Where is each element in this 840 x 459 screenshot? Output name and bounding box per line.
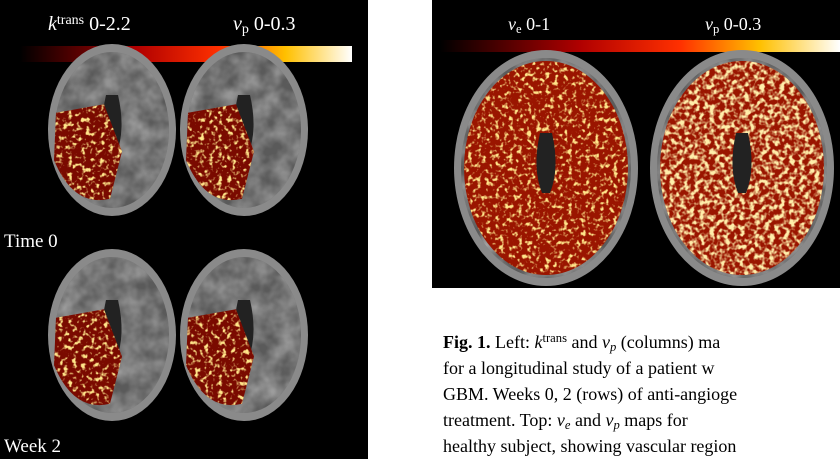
- ventricle: [732, 133, 751, 193]
- text-segment: and: [567, 332, 602, 352]
- text-segment: and: [570, 410, 605, 430]
- text-segment: p: [609, 340, 616, 354]
- text-segment: 0-0.3: [249, 13, 296, 35]
- brain-image: [650, 50, 834, 286]
- brain-image: [48, 249, 176, 421]
- colorbar: [20, 46, 352, 62]
- text-segment: treatment. Top:: [443, 410, 557, 430]
- text-segment: GBM. Weeks 0, 2 (rows) of anti-angioge: [443, 384, 737, 405]
- text-segment: v: [705, 14, 713, 34]
- text-segment: (columns) ma: [616, 332, 720, 353]
- text-segment: Left:: [491, 332, 535, 352]
- column-label: ve 0-1: [508, 14, 550, 36]
- text-segment: 0-1: [522, 14, 551, 34]
- brain-image: [180, 249, 308, 421]
- text-segment: v: [557, 410, 565, 430]
- text-segment: v: [605, 410, 613, 430]
- caption-line: Fig. 1. Left: ktrans and vp (columns) ma: [443, 331, 720, 353]
- caption-line: healthy subject, showing vascular region: [443, 436, 736, 456]
- text-segment: healthy subject, showing vascular region: [443, 436, 736, 456]
- text-segment: v: [602, 332, 610, 352]
- text-segment: 0-2.2: [84, 13, 131, 35]
- text-segment: 0-0.3: [719, 14, 761, 34]
- text-segment: trans: [542, 331, 567, 345]
- figure: ktrans 0-2.2vp 0-0.3ve 0-1vp 0-0.3Time 0…: [0, 0, 840, 459]
- text-segment: p: [612, 418, 619, 432]
- text-segment: v: [233, 13, 242, 35]
- row-label: Week 2: [4, 436, 61, 457]
- brain-image: [48, 44, 176, 216]
- caption-line: treatment. Top: ve and vp maps for: [443, 410, 688, 432]
- text-segment: v: [508, 14, 516, 34]
- caption-line: for a longitudinal study of a patient w: [443, 358, 714, 378]
- caption-line: GBM. Weeks 0, 2 (rows) of anti-angioge: [443, 384, 737, 405]
- brain-image: [454, 50, 638, 286]
- colorbar: [440, 40, 840, 52]
- text-segment: Fig. 1.: [443, 332, 491, 352]
- text-segment: for a longitudinal study of a patient w: [443, 358, 714, 378]
- text-segment: p: [242, 22, 249, 37]
- brain-image: [180, 44, 308, 216]
- row-label: Time 0: [4, 231, 58, 252]
- text-segment: maps for: [620, 410, 688, 430]
- ventricle: [536, 133, 555, 193]
- left-panel: [0, 0, 368, 459]
- text-segment: trans: [57, 13, 84, 28]
